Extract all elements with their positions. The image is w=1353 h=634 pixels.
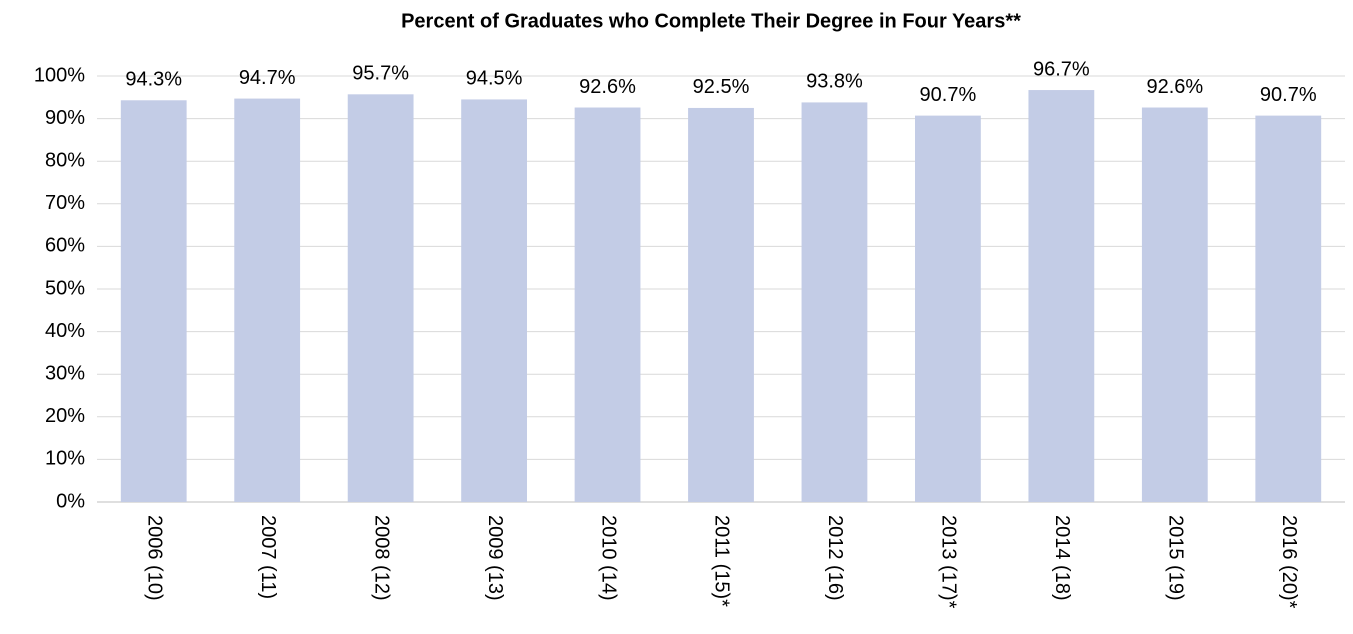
y-tick-label: 0% xyxy=(56,490,85,512)
x-tick-label: 2008 (12) xyxy=(370,515,392,601)
x-tick-label: 2016 (20)* xyxy=(1278,515,1300,609)
y-tick-label: 100% xyxy=(34,64,85,86)
x-tick-label: 2009 (13) xyxy=(484,515,506,601)
x-tick-label: 2007 (11) xyxy=(257,515,279,599)
x-tick-label: 2015 (19) xyxy=(1165,515,1187,601)
x-tick-label: 2011 (15)* xyxy=(711,515,733,607)
bar xyxy=(915,115,981,503)
chart-title: Percent of Graduates who Complete Their … xyxy=(401,10,1021,32)
value-label: 94.5% xyxy=(466,68,523,90)
y-tick-label: 30% xyxy=(45,362,85,384)
bar xyxy=(688,107,754,502)
x-tick-label: 2013 (17)* xyxy=(938,515,960,609)
value-label: 90.7% xyxy=(1260,84,1317,106)
y-tick-label: 40% xyxy=(45,320,85,342)
value-label: 94.7% xyxy=(239,67,296,89)
bar xyxy=(1141,107,1208,503)
value-label: 96.7% xyxy=(1033,58,1090,80)
y-tick-label: 10% xyxy=(45,448,85,470)
value-label: 94.3% xyxy=(125,69,182,91)
bar xyxy=(801,102,868,503)
bar xyxy=(234,98,301,502)
bar xyxy=(461,99,527,503)
value-label: 93.8% xyxy=(806,71,863,93)
value-label: 92.6% xyxy=(1146,76,1203,98)
y-tick-label: 70% xyxy=(45,192,85,214)
y-tick-label: 80% xyxy=(45,149,85,171)
bar xyxy=(1255,115,1322,503)
bar xyxy=(1028,90,1095,503)
value-label: 92.6% xyxy=(579,76,636,98)
bar xyxy=(574,107,641,503)
y-tick-label: 20% xyxy=(45,405,85,427)
y-tick-label: 60% xyxy=(45,235,85,257)
value-label: 92.5% xyxy=(693,76,750,98)
y-tick-label: 90% xyxy=(45,107,85,129)
bar xyxy=(120,100,187,503)
value-label: 90.7% xyxy=(920,84,977,106)
bar xyxy=(347,94,414,503)
y-tick-label: 50% xyxy=(45,277,85,299)
x-tick-label: 2012 (16) xyxy=(824,515,846,601)
value-label: 95.7% xyxy=(352,63,409,85)
x-tick-label: 2014 (18) xyxy=(1051,515,1073,601)
x-tick-label: 2006 (10) xyxy=(143,515,165,601)
x-tick-label: 2010 (14) xyxy=(597,515,619,601)
